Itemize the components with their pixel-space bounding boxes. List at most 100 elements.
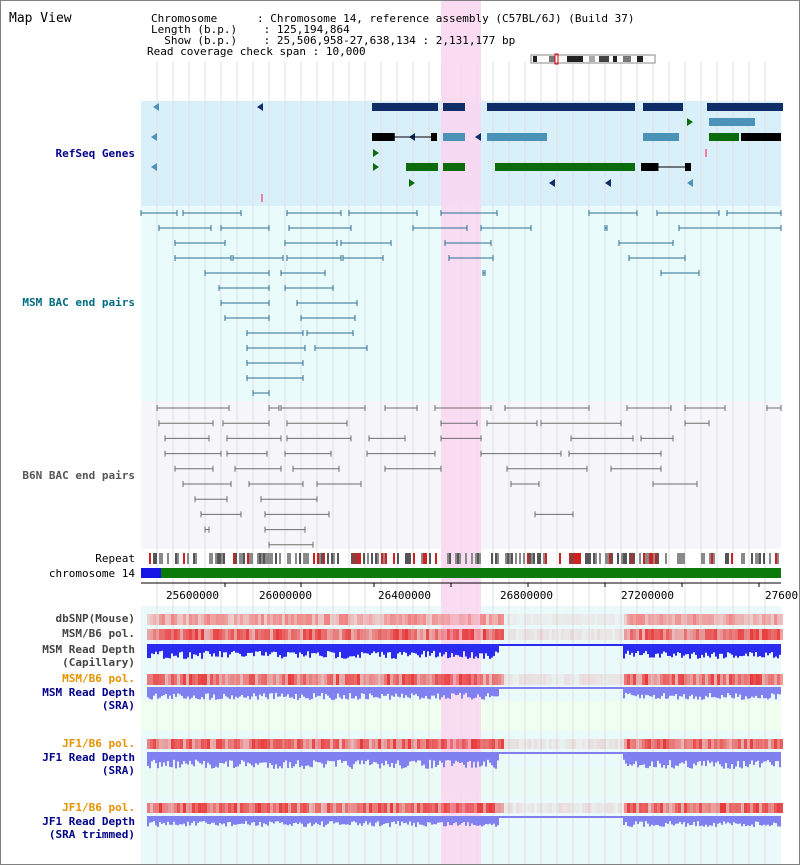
jf1-depth-trimmed-bar (735, 816, 737, 824)
msm-pol-sra-cell (414, 674, 417, 685)
repeat-element (353, 553, 355, 564)
msm-pol-cell (639, 629, 642, 640)
jf1-pol-2-cell (294, 803, 297, 813)
msm-depth-capillary-bar (289, 644, 291, 653)
jf1-pol-cell (225, 739, 228, 749)
jf1-depth-trimmed-bar (353, 816, 355, 822)
msm-pol-sra-cell (366, 674, 369, 685)
jf1-depth-trimmed-bar (457, 816, 459, 826)
repeat-element (477, 553, 479, 564)
jf1-depth-bar (251, 752, 253, 766)
msm-pol-cell (645, 629, 648, 640)
msm-depth-sra-bar (353, 687, 355, 699)
msm-depth-capillary-bar (461, 644, 463, 658)
jf1-pol-2-cell (780, 803, 783, 813)
msm-depth-sra-bar (473, 687, 475, 699)
repeat-element (215, 553, 217, 564)
msm-pol-sra-cell (729, 674, 732, 685)
jf1-pol-2-cell (753, 803, 756, 813)
jf1-depth-bar (613, 752, 615, 754)
msm-depth-sra-bar (175, 687, 177, 697)
repeat-element (413, 553, 415, 564)
repeat-element (359, 553, 361, 564)
jf1-depth-bar (483, 752, 485, 762)
msm-depth-sra-bar (249, 687, 251, 700)
msm-depth-capillary-bar (707, 644, 709, 656)
jf1-depth-trimmed-bar (427, 816, 429, 823)
jf1-depth-trimmed-bar (403, 816, 405, 824)
jf1-depth-bar (461, 752, 463, 763)
jf1-pol-2-cell (576, 803, 579, 813)
jf1-depth-bar (253, 752, 255, 768)
repeat-element (397, 553, 399, 564)
jf1-pol-2-cell (210, 803, 213, 813)
jf1-depth-trimmed-bar (229, 816, 231, 822)
jf1-pol-cell (315, 739, 318, 749)
msm-pol-sra-cell (537, 674, 540, 685)
msm-depth-sra-bar (539, 687, 541, 689)
jf1-depth-bar (519, 752, 521, 754)
msm-depth-sra-bar (683, 687, 685, 695)
jf1-depth-trimmed-bar (543, 816, 545, 818)
msm-depth-sra-bar (147, 687, 149, 698)
msm-depth-sra-bar (177, 687, 179, 694)
jf1-depth-trimmed-bar (491, 816, 493, 825)
jf1-depth-trimmed-bar (299, 816, 301, 823)
jf1-depth-bar (459, 752, 461, 764)
msm-depth-sra-bar (179, 687, 181, 695)
msm-depth-sra-bar (655, 687, 657, 699)
jf1-depth-bar (411, 752, 413, 762)
jf1-depth-bar (257, 752, 259, 765)
jf1-depth-bar (725, 752, 727, 764)
jf1-pol-label-2: JF1/B6 pol. (62, 801, 135, 814)
jf1-depth-bar (245, 752, 247, 767)
msm-pol-cell (573, 629, 576, 640)
msm-pol-sra-cell (528, 674, 531, 685)
msm-depth-sra-bar (779, 687, 781, 695)
jf1-depth-trimmed-bar (533, 816, 535, 818)
repeat-element (385, 553, 387, 564)
msm-pol-cell (225, 629, 228, 640)
msm-depth-sra-bar (231, 687, 233, 696)
repeat-element (497, 553, 499, 564)
jf1-depth-trimmed-bar (507, 816, 509, 818)
jf1-depth-bar (419, 752, 421, 761)
msm-pol-cell (477, 629, 480, 640)
msm-depth-capillary-bar (773, 644, 775, 658)
msm-depth-sra-bar (667, 687, 669, 699)
msm-depth-sra-bar (213, 687, 215, 695)
msm-pol-sra-cell (441, 674, 444, 685)
jf1-pol-2-cell (234, 803, 237, 813)
jf1-depth-bar (403, 752, 405, 768)
jf1-depth-trimmed-bar (531, 816, 533, 818)
jf1-pol-2-cell (306, 803, 309, 813)
msm-depth-capillary-bar (153, 644, 155, 655)
jf1-depth-bar (579, 752, 581, 754)
msm-pol-cell (285, 629, 288, 640)
msm-pol-cell (453, 629, 456, 640)
msm-depth-capillary-bar (249, 644, 251, 653)
repeat-element (423, 553, 425, 564)
msm-depth-sra-bar (609, 687, 611, 689)
jf1-pol-2-cell (540, 803, 543, 813)
msm-depth-sra-bar (699, 687, 701, 697)
dbsnp-cell (372, 614, 375, 625)
jf1-depth-trimmed-bar (621, 816, 623, 818)
jf1-depth-trimmed-bar (399, 816, 401, 826)
msm-depth-sra-bar (465, 687, 467, 693)
jf1-pol-cell (498, 739, 501, 749)
jf1-depth-bar (565, 752, 567, 754)
msm-pol-sra-cell (750, 674, 753, 685)
msm-pol-sra-cell (246, 674, 249, 685)
msm-depth-capillary-bar (409, 644, 411, 655)
jf1-pol-cell (582, 739, 585, 749)
jf1-sra-trimmed-sublabel: (SRA trimmed) (48, 828, 135, 841)
msm-pol-cell (483, 629, 486, 640)
coverage-key: Read coverage check span (147, 45, 306, 58)
jf1-pol-cell (654, 739, 657, 749)
jf1-depth-bar (463, 752, 465, 765)
jf1-depth-trimmed-bar (433, 816, 435, 825)
dbsnp-cell (324, 614, 327, 625)
msm-depth-capillary-bar (273, 644, 275, 652)
